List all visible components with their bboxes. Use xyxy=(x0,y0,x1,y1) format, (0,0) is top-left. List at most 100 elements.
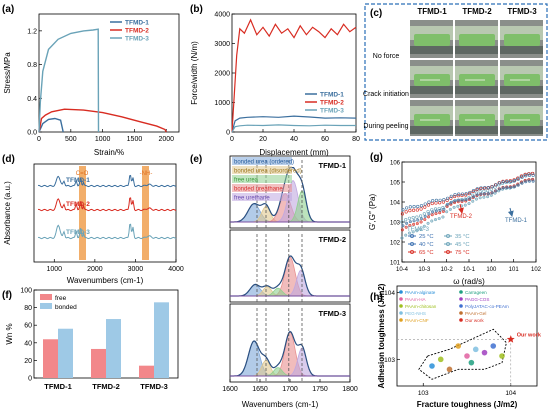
axis-label-x-h: Fracture toughness (J/m2) xyxy=(417,400,518,409)
g-point-gpp-0-4 xyxy=(415,229,419,233)
g-point-gpp-0-24 xyxy=(489,193,493,197)
panel-label-c: (c) xyxy=(370,8,382,19)
g-point-gpp-2-25 xyxy=(494,189,498,193)
axis-label-y-a: Stress/MPa xyxy=(3,52,12,94)
g-point-gpp-2-11 xyxy=(442,207,446,211)
h-legend-marker-6 xyxy=(459,297,463,301)
g-point-gp-2-3 xyxy=(412,205,416,209)
axis-label-y-f: Wn % xyxy=(5,323,14,344)
photo-frame xyxy=(364,3,548,141)
g-point-gpp-2-3 xyxy=(412,219,416,223)
e-subplot-TFMD-1: TFMD-1 xyxy=(229,155,351,229)
g-point-gp-2-10 xyxy=(438,198,442,202)
g-point-gpp-0-1 xyxy=(404,233,408,237)
g-legend-label-3: 35 °C xyxy=(455,234,470,240)
g-legend-marker-4 xyxy=(446,242,450,246)
annotation-nh: -NH- xyxy=(140,171,153,177)
g-point-gp-0-24 xyxy=(489,187,493,191)
g-ytick-label-1: 102 xyxy=(390,241,401,247)
f-ytick-label-5: 100 xyxy=(20,288,32,295)
f-category-label-0: TFMD-1 xyxy=(44,382,72,391)
g-point-gpp-2-18 xyxy=(468,196,472,201)
g-point-gp-2-33 xyxy=(524,174,528,178)
e-subplot-label-2: TFMD-3 xyxy=(319,309,347,318)
panel-label-g: (g) xyxy=(370,152,383,163)
e-legend-swatch-1 xyxy=(232,166,292,174)
g-point-gpp-2-28 xyxy=(505,185,509,190)
a-ytick-label-1: 0.4 xyxy=(27,96,37,103)
photo-tile-r0-c0 xyxy=(410,20,453,58)
g-point-gpp-1-1 xyxy=(404,225,408,229)
h-legend-label-7: PolyJATAC-co-PEAm xyxy=(465,304,509,309)
d-xtick-label-3: 4000 xyxy=(168,266,184,273)
g-point-gp-1-6 xyxy=(423,205,427,209)
axis-label-y-g: G′,G″ (Pa) xyxy=(368,194,377,231)
b-ytick-label-1: 1000 xyxy=(214,100,230,107)
g-ytick-label-3: 104 xyxy=(390,201,401,207)
g-legend-marker-5 xyxy=(446,250,450,254)
g-xtick-label-2: 10-2 xyxy=(441,267,454,273)
g-point-gp-2-13 xyxy=(449,194,453,198)
g-point-gpp-0-22 xyxy=(482,195,486,199)
g-point-gp-0-3 xyxy=(411,216,415,220)
g-point-gpp-2-6 xyxy=(423,214,427,218)
a-xtick-label-0: 0 xyxy=(37,136,41,143)
h-legend-label-8: PAAm-Gel xyxy=(465,311,486,316)
annotation-tfmd3: TFMD-3 xyxy=(407,227,430,233)
e-legend-label-4: free urethane xyxy=(234,196,270,202)
a-legend-label-1: TFMD-2 xyxy=(125,28,149,35)
b-xtick-label-1: 20 xyxy=(259,136,267,143)
g-point-gp-2-5 xyxy=(419,204,424,208)
b-series-TFMD-1 xyxy=(231,115,357,133)
f-ytick-label-2: 40 xyxy=(24,340,32,347)
h-point-9 xyxy=(499,353,505,359)
g-point-gpp-2-15 xyxy=(457,198,461,202)
h-point-5 xyxy=(468,359,475,366)
axis-label-y-b: Force/width (N/m) xyxy=(190,41,199,105)
g-point-gpp-0-2 xyxy=(407,231,411,235)
a-legend-label-0: TFMD-1 xyxy=(125,20,149,27)
g-point-gpp-0-21 xyxy=(478,196,482,200)
g-point-gp-1-0 xyxy=(400,212,405,216)
b-series-TFMD-2 xyxy=(231,18,357,133)
g-point-gpp-2-27 xyxy=(501,186,505,190)
g-point-gpp-2-10 xyxy=(438,208,442,212)
panel-d: (d) C=O -NH- 1000 2000 3000 4000 TFMD-1 TFMD… xyxy=(2,154,184,285)
g-point-gp-2-29 xyxy=(509,179,513,184)
g-point-gp-2-14 xyxy=(453,193,457,197)
d-series-TFMD-2-label: TFMD-2 xyxy=(66,201,90,208)
b-ytick-label-4: 4000 xyxy=(214,12,230,19)
b-xtick-label-4: 80 xyxy=(352,136,360,143)
f-bar-bonded-TFMD-3 xyxy=(154,302,169,378)
panel-label-b: (b) xyxy=(190,4,203,15)
photo-base xyxy=(455,46,498,54)
g-legend-marker-2 xyxy=(410,250,414,254)
e-xtick-label-0: 1600 xyxy=(222,386,238,393)
h-legend-marker-4 xyxy=(399,318,403,322)
e-subplot-label-0: TFMD-1 xyxy=(319,161,347,170)
g-ytick-label-4: 105 xyxy=(390,181,401,187)
g-point-gp-0-2 xyxy=(407,216,412,220)
g-point-gpp-0-13 xyxy=(448,207,452,211)
g-point-gpp-0-3 xyxy=(411,230,415,234)
g-point-gp-2-22 xyxy=(483,186,487,190)
g-point-gp-1-5 xyxy=(419,207,423,211)
h-point-0 xyxy=(429,363,435,369)
panel-h: (h) 103 103 104 104 PAAm-alginate PAAm-HA PAA… xyxy=(370,283,542,409)
g-legend-label-2: 65 °C xyxy=(419,250,434,256)
e-subplot-label-1: TFMD-2 xyxy=(319,235,347,244)
g-point-gp-1-35 xyxy=(531,171,535,176)
g-point-gpp-0-5 xyxy=(419,227,423,231)
g-point-gpp-2-14 xyxy=(453,199,457,203)
f-bar-free-TFMD-3 xyxy=(139,365,154,378)
photo-tile-r1-c0 xyxy=(410,60,453,98)
photo-base xyxy=(500,86,543,94)
g-point-gpp-2-35 xyxy=(531,179,535,183)
g-point-gpp-2-5 xyxy=(419,217,424,221)
g-point-gp-1-28 xyxy=(505,179,509,183)
panel-label-f: (f) xyxy=(2,290,12,301)
h-legend-marker-5 xyxy=(459,290,463,294)
g-point-gpp-0-18 xyxy=(467,202,471,206)
g-point-gp-2-9 xyxy=(434,198,438,202)
g-xtick-label-0: 10-4 xyxy=(396,267,409,273)
